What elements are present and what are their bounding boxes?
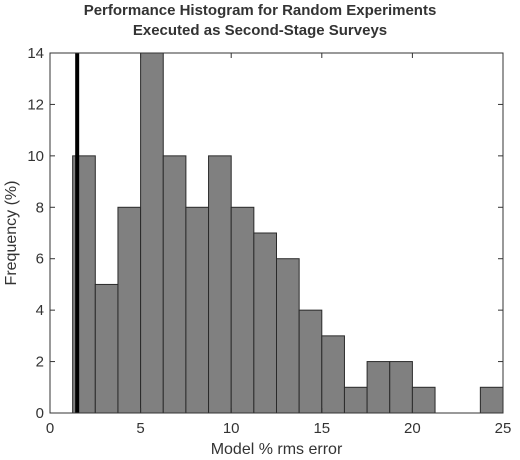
chart-subtitle: Executed as Second-Stage Surveys xyxy=(132,22,388,39)
x-tick-label: 15 xyxy=(313,420,330,437)
x-tick-label: 5 xyxy=(136,420,144,437)
histogram-bar xyxy=(94,283,119,414)
histogram-bar xyxy=(140,52,164,414)
chart-title: Performance Histogram for Random Experim… xyxy=(83,2,437,19)
histogram-bar xyxy=(253,232,278,414)
histogram-bar xyxy=(185,206,210,414)
histogram-bar xyxy=(411,386,436,414)
histogram-bar xyxy=(343,386,368,414)
y-tick-label: 4 xyxy=(36,302,44,319)
histogram-bar xyxy=(366,361,391,414)
histogram-bar xyxy=(117,206,142,414)
y-tick-label: 6 xyxy=(36,251,44,268)
x-tick-label: 10 xyxy=(223,420,240,437)
histogram-bar xyxy=(230,206,255,414)
x-axis-label: Model % rms error xyxy=(211,441,343,458)
y-tick-label: 2 xyxy=(36,354,44,371)
x-tick-label: 25 xyxy=(495,420,512,437)
histogram-bar xyxy=(298,309,323,414)
histogram-bar xyxy=(162,155,187,414)
y-axis-label: Frequency (%) xyxy=(3,181,20,286)
y-tick-label: 14 xyxy=(27,45,44,62)
histogram-bar xyxy=(321,335,345,414)
histogram-bar xyxy=(208,155,232,414)
histogram-bar xyxy=(276,258,300,414)
x-tick-label: 20 xyxy=(404,420,421,437)
plot-frame xyxy=(49,52,504,414)
x-tick-label: 0 xyxy=(46,420,54,437)
y-tick-label: 12 xyxy=(27,96,44,113)
y-tick-label: 8 xyxy=(36,199,44,216)
y-tick-label: 10 xyxy=(27,148,44,165)
histogram-bar xyxy=(479,386,504,414)
y-tick-label: 0 xyxy=(36,405,44,422)
histogram-bar xyxy=(389,361,413,414)
